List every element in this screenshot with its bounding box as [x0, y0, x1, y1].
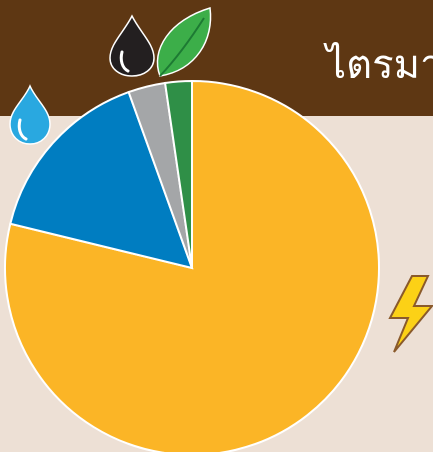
chart-title: ไตรมา: [323, 42, 433, 88]
water-drop-highlight: [17, 118, 28, 141]
lightning-icon: [388, 275, 433, 353]
oil-drop-highlight: [119, 50, 130, 73]
pie: [4, 79, 380, 452]
pie-slice: [163, 79, 193, 269]
pie-slice: [9, 90, 194, 270]
leaf-icon: [156, 7, 212, 77]
leaf-vein: [159, 17, 205, 77]
